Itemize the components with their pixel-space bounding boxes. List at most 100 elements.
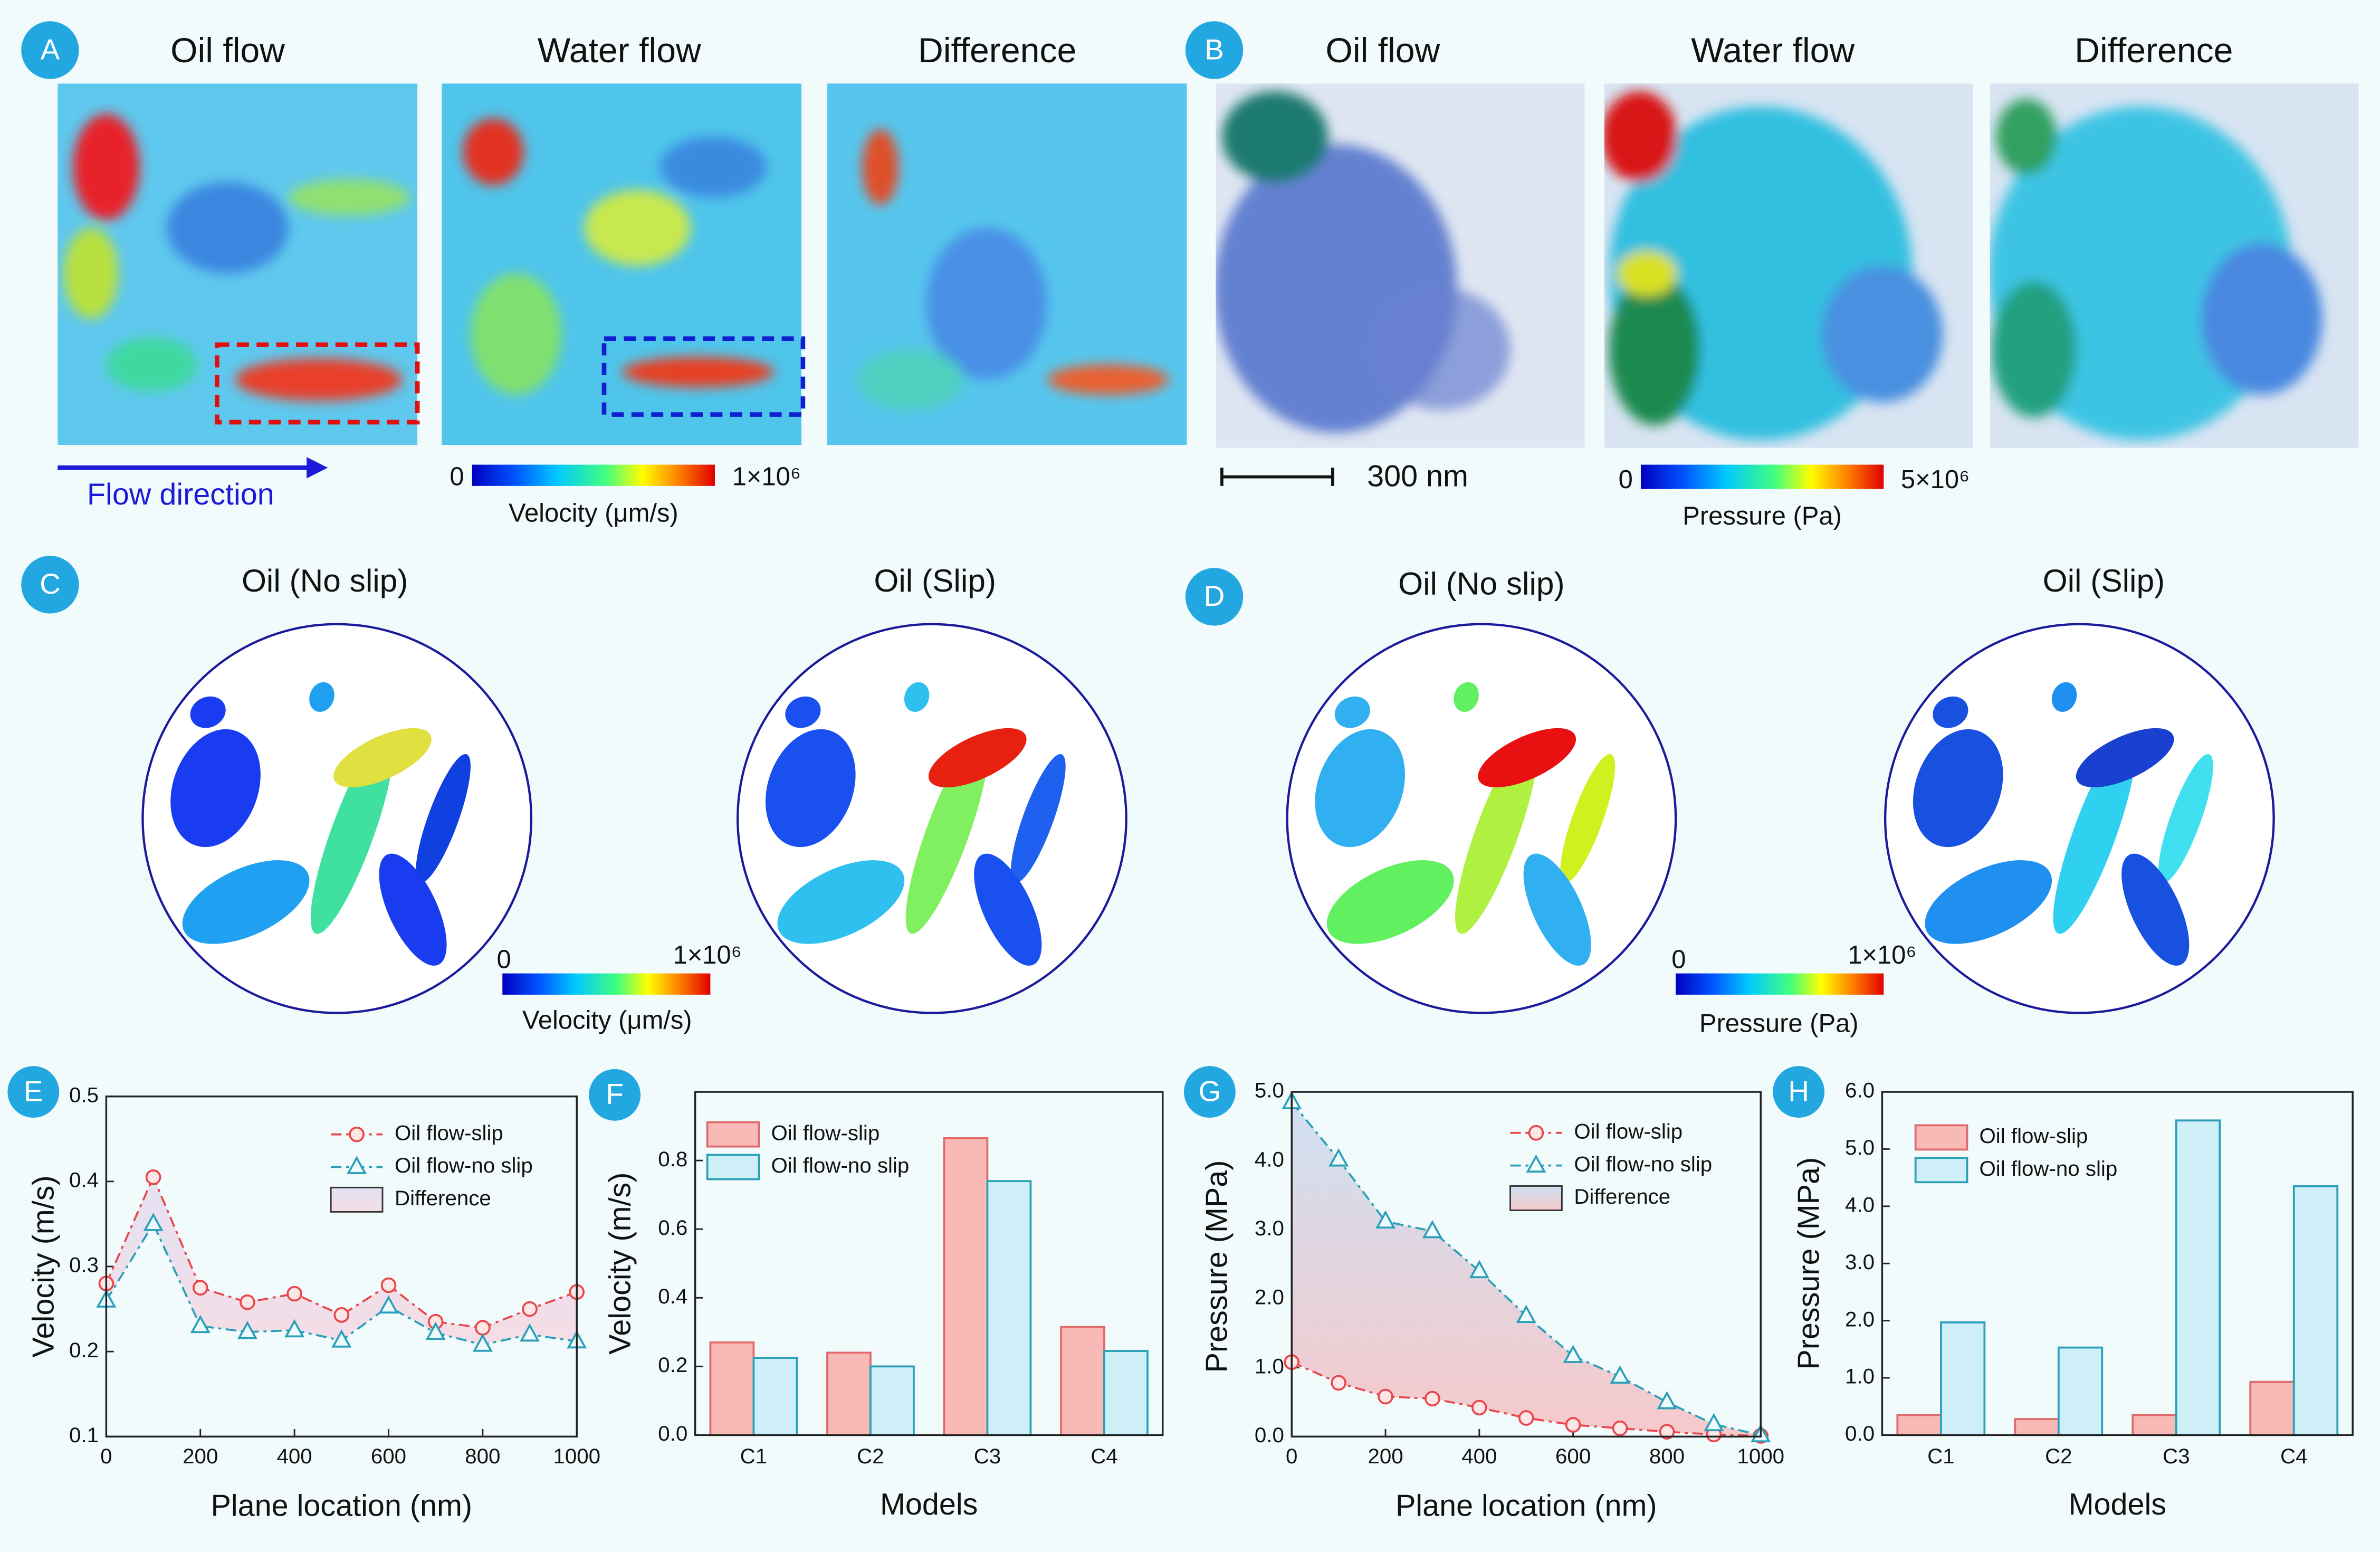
x-tick-label: 600 (1555, 1444, 1591, 1468)
x-tick-label: C4 (1091, 1444, 1117, 1468)
x-tick-label: 400 (277, 1444, 312, 1468)
panel-badge (21, 556, 79, 614)
y-tick-label: 0.2 (658, 1353, 687, 1377)
x-tick-label: C1 (1927, 1444, 1954, 1468)
marker (1563, 1345, 1583, 1363)
y-tick-label: 1.0 (1845, 1365, 1875, 1388)
legend-label: Oil flow-slip (1979, 1124, 2088, 1148)
marker (240, 1294, 255, 1310)
cross-section-outline (1286, 623, 1677, 1014)
x-tick-label: 1000 (553, 1444, 600, 1468)
pore (974, 853, 1042, 966)
pore (190, 696, 226, 728)
y-tick-label: 3.0 (1845, 1250, 1875, 1274)
panel-letter: E (24, 1075, 43, 1107)
pore (333, 728, 432, 788)
panel-letter: D (1204, 580, 1225, 612)
panel-title: Oil flow (1325, 31, 1440, 70)
bar (943, 1137, 989, 1436)
legend-label: Oil flow-no slip (1979, 1157, 2117, 1180)
pore (1334, 696, 1370, 728)
colorbar-max: 1×10⁶ (1848, 941, 1916, 969)
pore (2158, 754, 2213, 883)
y-tick-label: 0.6 (658, 1216, 687, 1240)
y-tick-label: 0.4 (658, 1284, 687, 1308)
x-tick-label: C4 (2280, 1444, 2307, 1468)
x-tick-label: 600 (371, 1444, 406, 1468)
panel-title: Oil (Slip) (2043, 563, 2165, 598)
x-axis-title: Models (2069, 1488, 2166, 1521)
marker (1422, 1220, 1442, 1239)
pore (1010, 754, 1066, 883)
plot-frame (1881, 1091, 2354, 1436)
marker (472, 1334, 493, 1352)
image-water-flow (1604, 83, 1973, 448)
marker (380, 1277, 397, 1293)
marker (192, 1280, 208, 1296)
x-axis-title: Models (880, 1488, 978, 1521)
bar (1939, 1321, 1986, 1436)
marker (1375, 1210, 1396, 1229)
bar (2132, 1414, 2177, 1436)
x-tick-label: 200 (183, 1444, 218, 1468)
panel-title: Oil (Slip) (874, 563, 996, 598)
marker (347, 1156, 367, 1174)
legend-label: Oil flow-no slip (771, 1154, 909, 1177)
bar (2014, 1418, 2060, 1436)
panel-badge (1773, 1066, 1825, 1118)
y-tick-label: 0.5 (69, 1083, 99, 1107)
pore (182, 860, 310, 944)
difference-area (1292, 1102, 1761, 1436)
marker (1331, 1375, 1346, 1391)
colorbar (502, 973, 711, 995)
panel-badge (589, 1069, 641, 1121)
bar (826, 1351, 872, 1436)
panel-badge (21, 21, 79, 79)
panel-letter: C (40, 568, 60, 600)
cross-section (170, 682, 471, 966)
panel-title: Difference (918, 31, 1076, 70)
bar (1896, 1414, 1942, 1436)
marker (331, 1329, 352, 1348)
marker (145, 1169, 161, 1185)
panel-letter: F (606, 1078, 623, 1110)
pore (928, 728, 1027, 788)
panel-letter: H (1788, 1075, 1809, 1107)
x-tick-label: 0 (1286, 1444, 1297, 1468)
legend-label: Oil flow-slip (395, 1121, 503, 1145)
annotation: Flow direction (87, 478, 274, 511)
marker (143, 1213, 164, 1231)
colorbar-min: 0 (450, 462, 464, 491)
x-tick-label: C2 (2045, 1444, 2072, 1468)
image-oil-flow (58, 83, 418, 445)
panel-letter: G (1199, 1075, 1221, 1107)
x-axis-title: Plane location (nm) (1395, 1489, 1657, 1523)
difference-area (106, 1177, 577, 1345)
legend-swatch (1914, 1124, 1968, 1151)
marker (286, 1286, 302, 1302)
pore (904, 682, 930, 712)
marker (1425, 1391, 1440, 1407)
cross-section (765, 682, 1066, 966)
bar (2249, 1380, 2295, 1436)
y-tick-label: 0.2 (69, 1338, 99, 1362)
scale-bar-label: 300 nm (1367, 460, 1468, 493)
y-tick-label: 4.0 (1845, 1193, 1875, 1216)
legend-label: Oil flow-no slip (395, 1154, 533, 1177)
colorbar (1676, 973, 1884, 995)
y-axis-title: Pressure (MPa) (1200, 1160, 1234, 1373)
y-tick-label: 5.0 (1845, 1136, 1875, 1159)
panel-badge (7, 1066, 60, 1118)
x-tick-label: C3 (974, 1444, 1001, 1468)
colorbar (472, 464, 715, 486)
pore (1913, 729, 2003, 848)
pore (2076, 728, 2174, 788)
marker (237, 1320, 257, 1339)
pore (170, 729, 261, 848)
pore (379, 853, 447, 966)
y-axis-title: Velocity (m/s) (27, 1175, 61, 1357)
legend-label: Difference (395, 1186, 491, 1210)
marker (520, 1323, 540, 1342)
pore (2121, 853, 2190, 966)
